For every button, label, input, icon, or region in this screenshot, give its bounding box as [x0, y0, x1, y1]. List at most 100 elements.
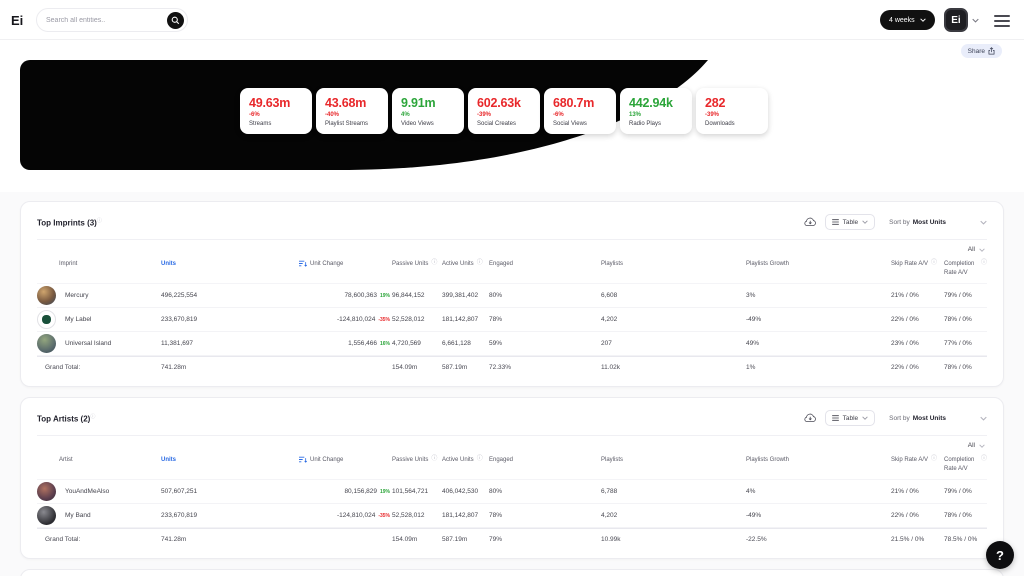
section-title-imprints: Top Imprints (3)ⓘ: [37, 217, 102, 228]
col-active-units: Active Units ⓘ: [442, 260, 483, 267]
help-button[interactable]: ?: [986, 541, 1014, 569]
period-selector[interactable]: 4 weeks: [880, 10, 935, 30]
kpi-card-playlist-streams[interactable]: 43.68m -40% Playlist Streams: [316, 88, 388, 134]
info-icon[interactable]: ⓘ: [980, 456, 987, 462]
kpi-card-social-views[interactable]: 680.7m -6% Social Views: [544, 88, 616, 134]
kpi-card-video-views[interactable]: 9.91m 4% Video Views: [392, 88, 464, 134]
kpi-label: Radio Plays: [629, 121, 662, 127]
kpi-card-streams[interactable]: 49.63m -6% Streams: [240, 88, 312, 134]
share-button[interactable]: Share: [960, 44, 1002, 58]
kpi-change: -39%: [477, 112, 492, 118]
cell-engaged: 78%: [489, 316, 503, 323]
info-icon[interactable]: ⓘ: [476, 260, 483, 266]
search-bar[interactable]: [36, 8, 188, 32]
cell-playlists: 4,202: [601, 316, 618, 323]
kpi-change: -6%: [553, 112, 564, 118]
cell-playlists-growth: -22.5%: [746, 536, 767, 543]
cell-engaged: 59%: [489, 340, 503, 347]
cell-skip: 22% / 0%: [891, 364, 919, 371]
section-title-artists: Top Artists (2)ⓘ: [37, 413, 96, 424]
cell-playlists: 10.99k: [601, 536, 621, 543]
cell-active: 181,142,807: [442, 316, 479, 323]
cell-completion: 78% / 0%: [944, 364, 972, 371]
filter-all-dropdown[interactable]: All: [37, 240, 987, 255]
cell-engaged: 79%: [489, 536, 503, 543]
chevron-down-icon[interactable]: [980, 416, 987, 421]
info-icon[interactable]: ⓘ: [431, 456, 438, 462]
info-icon[interactable]: ⓘ: [980, 260, 987, 266]
overview-banner-section: Share 49.63m -6% Streams 43.68m -40% Pla…: [0, 40, 1024, 192]
cell-skip: 22% / 0%: [891, 512, 919, 519]
view-type-select[interactable]: Table: [824, 410, 876, 426]
cell-units: 507,607,251: [161, 488, 198, 495]
col-units[interactable]: Units: [161, 261, 176, 267]
col-engaged: Engaged: [489, 457, 514, 463]
cell-completion: 78% / 0%: [944, 512, 972, 519]
table-row[interactable]: My Band 233,670,819 -124,810,024 -35% 52,…: [37, 504, 987, 528]
chevron-down-icon: [979, 443, 985, 448]
filter-all-dropdown[interactable]: All: [37, 436, 987, 451]
kpi-card-downloads[interactable]: 282 -39% Downloads: [696, 88, 768, 134]
avatar: [37, 482, 56, 501]
col-units[interactable]: Units: [161, 457, 176, 463]
table-row[interactable]: Mercury 496,225,554 78,600,363 19% 96,844…: [37, 284, 987, 308]
col-skip-rate: Skip Rate A/V ⓘ: [891, 260, 938, 267]
cell-completion: 79% / 0%: [944, 292, 972, 299]
cell-skip: 23% / 0%: [891, 340, 919, 347]
profile-menu[interactable]: Ei: [944, 8, 979, 32]
col-unit-change[interactable]: Unit Change: [299, 456, 392, 465]
table-row[interactable]: Universal Island 11,381,697 1,556,466 16%…: [37, 332, 987, 356]
period-label: 4 weeks: [889, 16, 915, 24]
kpi-value: 442.94k: [629, 96, 673, 110]
sort-icon: [299, 260, 307, 267]
kpi-card-social-creates[interactable]: 602.63k -39% Social Creates: [468, 88, 540, 134]
cell-engaged: 78%: [489, 512, 503, 519]
info-icon[interactable]: ⓘ: [931, 456, 938, 462]
kpi-card-radio-plays[interactable]: 442.94k 13% Radio Plays: [620, 88, 692, 134]
col-completion-rate: Completion Rate A/V ⓘ: [944, 456, 987, 472]
chevron-down-icon[interactable]: [980, 220, 987, 225]
sort-by[interactable]: Sort by Most Units: [889, 414, 946, 422]
search-button[interactable]: [167, 11, 184, 29]
imprint-name[interactable]: Universal Island: [65, 340, 112, 347]
share-label: Share: [967, 47, 985, 55]
info-icon[interactable]: ⓘ: [476, 456, 483, 462]
cell-playlists: 207: [601, 340, 612, 347]
cell-engaged: 80%: [489, 292, 503, 299]
col-skip-rate: Skip Rate A/V ⓘ: [891, 456, 938, 463]
download-cloud-icon[interactable]: [804, 413, 817, 423]
view-type-select[interactable]: Table: [824, 214, 876, 230]
col-playlists-growth: Playlists Growth: [746, 261, 790, 267]
col-unit-change[interactable]: Unit Change: [299, 260, 392, 269]
download-cloud-icon[interactable]: [804, 217, 817, 227]
kpi-label: Downloads: [705, 121, 735, 127]
change-badge: 16%: [379, 341, 390, 347]
menu-icon[interactable]: [994, 15, 1010, 27]
info-icon[interactable]: ⓘ: [931, 260, 938, 266]
search-input[interactable]: [37, 16, 167, 24]
question-mark-icon: ?: [996, 547, 1004, 563]
col-playlists: Playlists: [601, 457, 624, 463]
info-icon[interactable]: ⓘ: [431, 260, 438, 266]
cell-passive: 52,528,012: [392, 512, 425, 519]
sort-by[interactable]: Sort by Most Units: [889, 218, 946, 226]
table-row[interactable]: YouAndMeAlso 507,607,251 80,156,829 19% 1…: [37, 480, 987, 504]
app-logo: Ei: [11, 13, 24, 28]
avatar: [37, 310, 56, 329]
cell-skip: 22% / 0%: [891, 316, 919, 323]
imprint-name[interactable]: My Label: [65, 316, 92, 323]
change-badge: 19%: [379, 489, 390, 495]
search-icon: [171, 16, 180, 25]
kpi-change: -6%: [249, 112, 260, 118]
artist-name[interactable]: YouAndMeAlso: [65, 488, 110, 495]
imprint-name[interactable]: Mercury: [65, 292, 89, 299]
kpi-value: 43.68m: [325, 96, 367, 110]
artist-name[interactable]: My Band: [65, 512, 91, 519]
cell-skip: 21% / 0%: [891, 488, 919, 495]
table-row[interactable]: My Label 233,670,819 -124,810,024 -35% 52…: [37, 308, 987, 332]
col-playlists: Playlists: [601, 261, 624, 267]
table-header-row: Imprint Units Unit Change Passive Units ⓘ…: [37, 255, 987, 284]
kpi-label: Social Views: [553, 121, 587, 127]
chevron-down-icon: [919, 18, 926, 22]
